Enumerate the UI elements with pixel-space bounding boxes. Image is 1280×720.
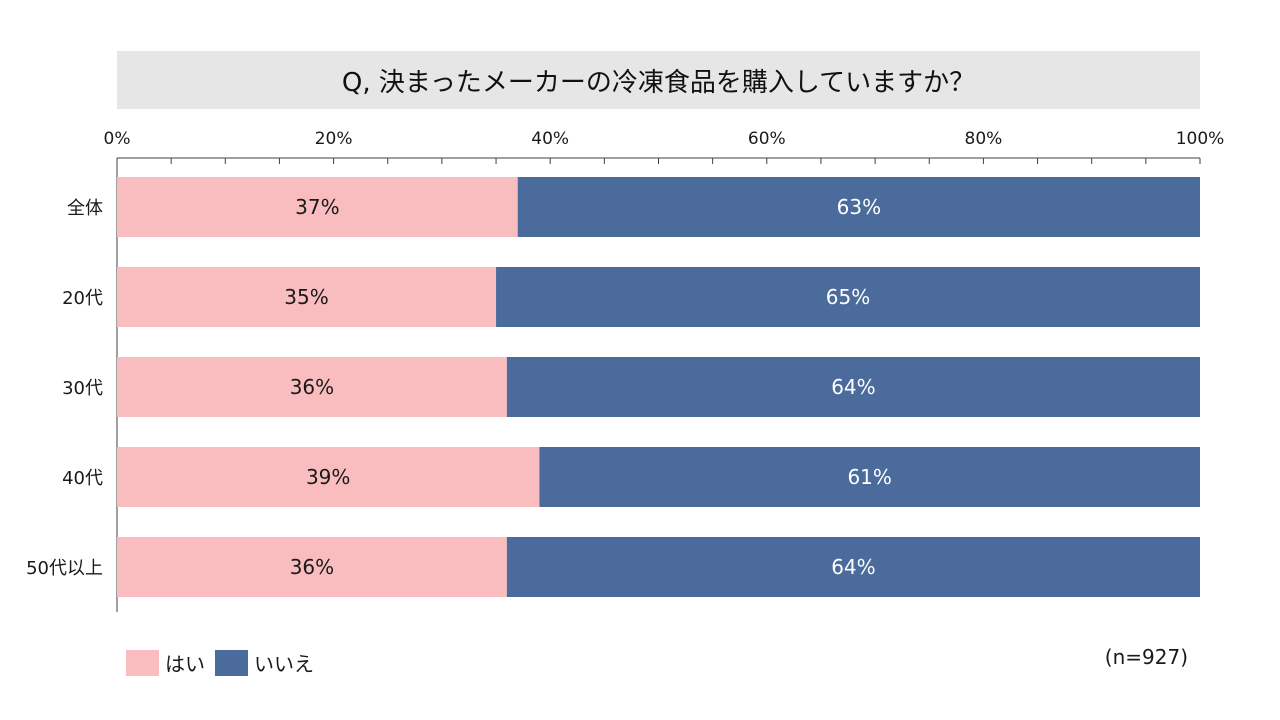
legend-label-no: いいえ	[254, 652, 314, 676]
data-label: 63%	[837, 195, 881, 219]
x-axis-tick-label: 0%	[104, 129, 131, 149]
x-axis-tick-label: 40%	[531, 129, 569, 149]
data-label: 36%	[290, 555, 334, 579]
category-label: 20代	[62, 288, 103, 309]
data-label: 65%	[826, 285, 870, 309]
data-label: 35%	[284, 285, 328, 309]
bar-segment-no	[539, 447, 1200, 507]
category-label: 40代	[62, 468, 103, 489]
data-label: 61%	[847, 465, 891, 489]
x-axis-tick-label: 20%	[315, 129, 353, 149]
legend-swatch-yes	[126, 649, 159, 676]
bar-segment-yes	[117, 177, 518, 237]
category-label: 全体	[67, 198, 103, 219]
legend-item-no: いいえ	[215, 648, 314, 677]
bar-segment-no	[496, 267, 1200, 327]
data-label: 39%	[306, 465, 350, 489]
data-label: 64%	[831, 375, 875, 399]
data-label: 64%	[831, 555, 875, 579]
category-label: 30代	[62, 378, 103, 399]
bar-segment-no	[517, 177, 1200, 237]
legend-item-yes: はい	[126, 648, 205, 677]
bar-segment-yes	[117, 447, 540, 507]
data-label: 37%	[295, 195, 339, 219]
chart-title: Q, 決まったメーカーの冷凍食品を購入していますか？	[117, 51, 1200, 109]
bar-segment-yes	[117, 537, 507, 597]
legend: はい いいえ	[126, 648, 324, 677]
x-axis-tick-label: 80%	[965, 129, 1003, 149]
bar-segment-yes	[117, 267, 497, 327]
bar-segment-yes	[117, 357, 507, 417]
legend-swatch-no	[215, 649, 248, 676]
x-axis-tick-label: 100%	[1176, 129, 1225, 149]
bar-segment-no	[506, 357, 1200, 417]
legend-label-yes: はい	[165, 652, 205, 676]
x-axis-tick-label: 60%	[748, 129, 786, 149]
sample-size-note: (n=927)	[1104, 645, 1188, 669]
bar-segment-no	[506, 537, 1200, 597]
data-label: 36%	[290, 375, 334, 399]
category-label: 50代以上	[26, 558, 103, 579]
